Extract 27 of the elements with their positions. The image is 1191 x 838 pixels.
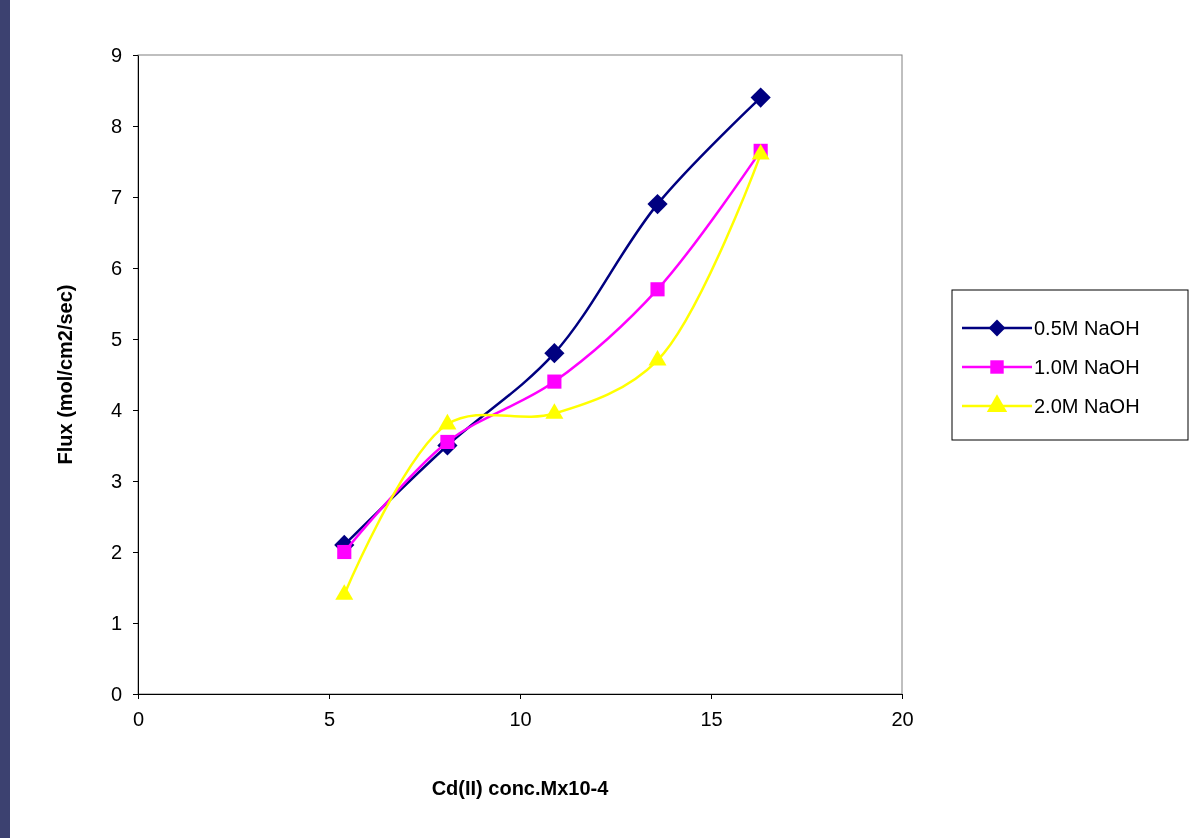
x-tick-label: 5 xyxy=(323,708,336,730)
point xyxy=(647,194,668,215)
y-tick-label: 6 xyxy=(110,256,122,279)
y-tick-label: 3 xyxy=(110,469,122,492)
x-tick-label: 20 xyxy=(891,708,914,730)
point xyxy=(337,544,352,560)
y-tick-label: 0 xyxy=(110,682,122,705)
y-tick-label: 4 xyxy=(110,398,122,421)
legend-label: 0.5M NaOH xyxy=(1034,317,1140,339)
y-axis-title: Flux (mol/cm2/sec) xyxy=(54,284,76,465)
point xyxy=(547,374,562,389)
y-tick-label: 8 xyxy=(110,114,122,137)
legend-label: 2.0M NaOH xyxy=(1034,395,1140,417)
x-axis-title: Cd(II) conc.Mx10-4 xyxy=(431,777,610,799)
x-tick-label: 15 xyxy=(700,708,723,730)
x-tick-label: 0 xyxy=(132,708,145,730)
point xyxy=(650,282,665,297)
point xyxy=(750,87,771,108)
y-tick-label: 9 xyxy=(110,43,122,66)
y-tick-label: 5 xyxy=(110,327,122,350)
point xyxy=(544,343,565,364)
y-tick-label: 2 xyxy=(110,540,122,563)
x-tick-label: 10 xyxy=(509,708,532,730)
point xyxy=(440,434,455,450)
legend-label: 1.0M NaOH xyxy=(1034,356,1140,378)
y-tick-label: 1 xyxy=(110,611,122,634)
y-tick-label: 7 xyxy=(110,185,122,208)
